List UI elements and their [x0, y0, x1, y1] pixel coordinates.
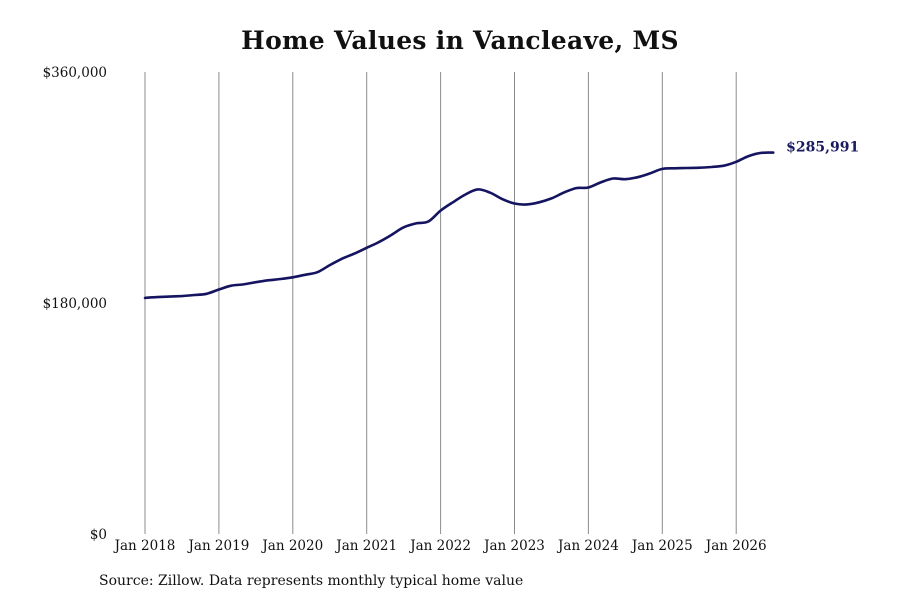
y-tick-label: $180,000: [43, 296, 107, 312]
y-tick-label: $360,000: [43, 65, 107, 81]
x-tick-label: Jan 2019: [186, 538, 249, 554]
y-axis-tick-labels: $0 $180,000 $360,000: [43, 65, 107, 543]
x-axis-tick-labels: Jan 2018 Jan 2019 Jan 2020 Jan 2021 Jan 2022…: [113, 538, 767, 554]
vertical-gridlines: [144, 72, 737, 534]
y-tick-label: $0: [90, 527, 107, 543]
series-line: [143, 151, 775, 300]
x-tick-label: Jan 2020: [260, 538, 323, 554]
end-value-label: $285,991: [786, 140, 859, 156]
source-note: Source: Zillow. Data represents monthly …: [99, 573, 524, 589]
x-tick-label: Jan 2026: [704, 538, 767, 554]
x-tick-label: Jan 2018: [113, 538, 176, 554]
x-tick-label: Jan 2024: [556, 538, 619, 554]
x-tick-label: Jan 2022: [408, 538, 471, 554]
x-tick-label: Jan 2025: [630, 538, 693, 554]
series-layer: [143, 151, 775, 300]
chart-title: Home Values in Vancleave, MS: [241, 26, 679, 55]
x-tick-label: Jan 2021: [334, 538, 397, 554]
x-tick-label: Jan 2023: [482, 538, 545, 554]
